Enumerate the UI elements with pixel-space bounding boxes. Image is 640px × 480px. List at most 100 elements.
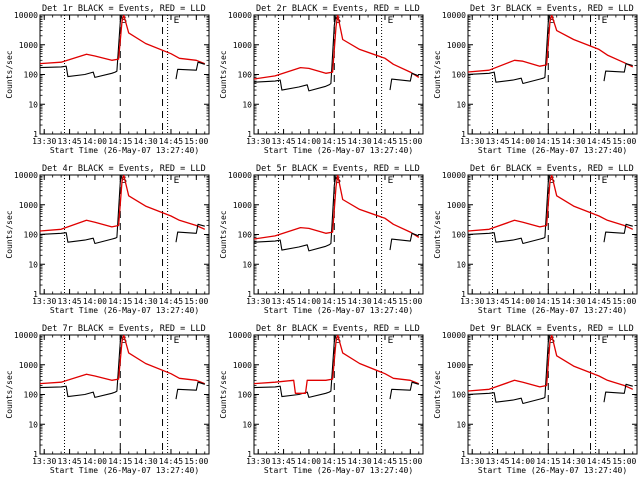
x-axis-label: Start Time (26-May-07 13:27:40) xyxy=(264,306,413,315)
x-tick-label: 14:45 xyxy=(373,297,397,306)
event-rate-line-1 xyxy=(254,15,337,92)
x-tick-label: 13:30 xyxy=(246,137,270,146)
y-tick-label: 1 xyxy=(33,450,38,459)
marker-s: S xyxy=(121,336,127,346)
panel-title: Det 1r BLACK = Events, RED = LLD xyxy=(42,4,206,14)
y-tick-label: 10000 xyxy=(14,331,38,340)
lld-rate-line-2 xyxy=(468,175,634,232)
panel-3: Det 3r BLACK = Events, RED = LLD 1 10 100 10… xyxy=(433,4,638,155)
marker-s: S xyxy=(549,176,555,186)
lld-rate-line-2 xyxy=(40,15,206,65)
event-rate-line-1 xyxy=(40,15,123,78)
panel-1: Det 1r BLACK = Events, RED = LLD 1 10 100 10… xyxy=(5,4,210,155)
x-tick-label: 13:45 xyxy=(272,297,296,306)
event-rate-line-3 xyxy=(175,381,205,400)
event-rate-line-3 xyxy=(603,383,633,403)
event-rate-line-1 xyxy=(40,175,123,245)
y-tick-label: 100 xyxy=(452,71,467,80)
x-tick-label: 14:30 xyxy=(348,297,372,306)
plot-frame xyxy=(467,334,638,455)
y-tick-label: 1 xyxy=(33,130,38,139)
x-tick-label: 14:00 xyxy=(83,457,107,466)
panel-title: Det 6r BLACK = Events, RED = LLD xyxy=(470,164,634,174)
y-tick-label: 100 xyxy=(452,231,467,240)
y-tick-label: 10000 xyxy=(14,171,38,180)
event-rate-line-3 xyxy=(389,381,419,400)
panel-title: Det 4r BLACK = Events, RED = LLD xyxy=(42,164,206,174)
event-rate-line-1 xyxy=(40,335,123,398)
x-tick-label: 14:15 xyxy=(536,457,560,466)
series-group xyxy=(40,15,206,80)
x-tick-label: 14:00 xyxy=(83,137,107,146)
y-tick-label: 100 xyxy=(24,231,39,240)
x-axis-label: Start Time (26-May-07 13:27:40) xyxy=(50,306,199,315)
series-group xyxy=(40,335,206,400)
y-tick-label: 10000 xyxy=(228,11,252,20)
x-tick-label: 14:00 xyxy=(297,297,321,306)
x-tick-label: 14:45 xyxy=(159,137,183,146)
y-tick-label: 1000 xyxy=(447,361,466,370)
x-tick-label: 14:45 xyxy=(587,457,611,466)
y-tick-label: 10 xyxy=(456,100,466,109)
x-tick-label: 14:45 xyxy=(587,297,611,306)
marker-e: E xyxy=(602,16,608,26)
lld-rate-line-2 xyxy=(254,335,420,394)
y-tick-label: 10000 xyxy=(228,171,252,180)
y-axis-label: Counts/sec xyxy=(433,370,442,418)
panel-title: Det 2r BLACK = Events, RED = LLD xyxy=(256,4,420,14)
y-tick-label: 1000 xyxy=(233,361,252,370)
x-tick-label: 13:30 xyxy=(32,297,56,306)
lld-rate-line-2 xyxy=(468,335,634,392)
x-tick-label: 13:30 xyxy=(246,297,270,306)
x-axis-label: Start Time (26-May-07 13:27:40) xyxy=(50,466,199,475)
x-tick-label: 14:15 xyxy=(536,137,560,146)
event-rate-line-3 xyxy=(389,72,419,91)
y-tick-label: 1 xyxy=(461,450,466,459)
x-tick-label: 15:00 xyxy=(184,297,208,306)
x-tick-label: 14:00 xyxy=(511,137,535,146)
y-tick-label: 10 xyxy=(28,420,38,429)
y-tick-label: 100 xyxy=(452,391,467,400)
x-tick-label: 14:30 xyxy=(134,297,158,306)
y-tick-label: 10000 xyxy=(228,331,252,340)
series-group xyxy=(468,15,634,85)
y-tick-label: 10000 xyxy=(442,11,466,20)
x-tick-label: 14:30 xyxy=(562,137,586,146)
x-tick-label: 13:45 xyxy=(486,297,510,306)
y-tick-label: 1 xyxy=(33,290,38,299)
y-tick-label: 10 xyxy=(28,100,38,109)
marker-s: S xyxy=(549,16,555,26)
event-rate-line-3 xyxy=(603,63,633,82)
x-tick-label: 13:45 xyxy=(486,457,510,466)
x-tick-label: 14:15 xyxy=(322,137,346,146)
marker-e: E xyxy=(602,176,608,186)
plot-frame xyxy=(467,174,638,295)
x-tick-label: 15:00 xyxy=(612,457,636,466)
x-tick-label: 14:15 xyxy=(322,457,346,466)
lld-rate-line-2 xyxy=(40,335,206,385)
x-tick-label: 15:00 xyxy=(398,457,422,466)
lld-rate-line-2 xyxy=(254,15,420,80)
x-tick-label: 13:45 xyxy=(58,137,82,146)
y-axis-label: Counts/sec xyxy=(5,210,14,258)
lld-rate-line-2 xyxy=(40,175,206,232)
event-rate-line-3 xyxy=(175,223,205,243)
y-tick-label: 10000 xyxy=(442,331,466,340)
x-tick-label: 14:45 xyxy=(373,457,397,466)
lld-rate-line-2 xyxy=(468,15,634,73)
y-tick-label: 1000 xyxy=(19,201,38,210)
x-tick-label: 13:45 xyxy=(272,457,296,466)
x-tick-label: 14:00 xyxy=(297,137,321,146)
y-tick-label: 10000 xyxy=(442,171,466,180)
marker-e: E xyxy=(174,336,180,346)
x-tick-label: 13:30 xyxy=(460,137,484,146)
x-tick-label: 14:15 xyxy=(322,297,346,306)
y-tick-label: 1000 xyxy=(19,361,38,370)
x-tick-label: 14:30 xyxy=(348,457,372,466)
x-tick-label: 14:15 xyxy=(108,137,132,146)
y-tick-label: 1000 xyxy=(447,41,466,50)
series-group xyxy=(254,335,420,400)
x-tick-label: 14:00 xyxy=(511,457,535,466)
